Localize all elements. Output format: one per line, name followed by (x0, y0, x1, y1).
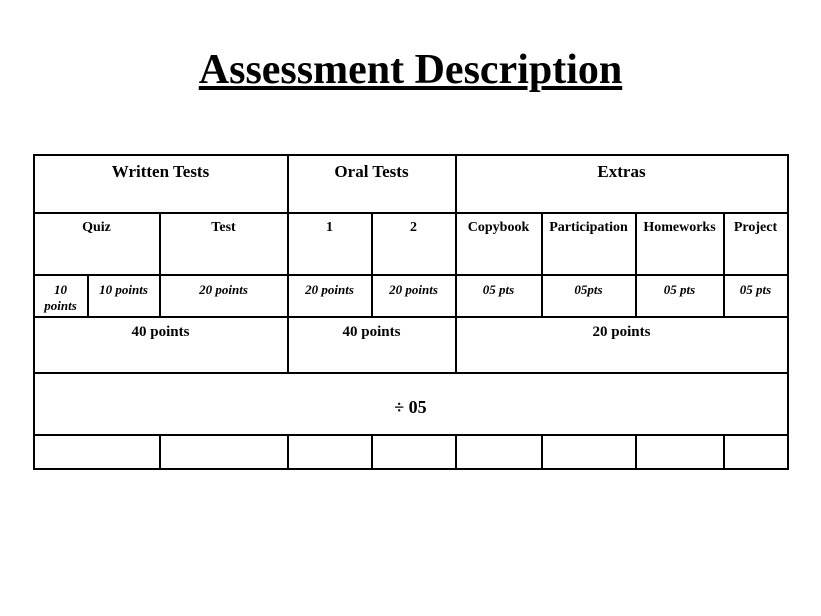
blank-cell (160, 435, 288, 469)
header-extras: Extras (456, 155, 788, 213)
sub-oral1: 1 (288, 213, 372, 275)
pts-oral2: 20 points (372, 275, 456, 317)
table-row: 10 points 10 points 20 points 20 points … (34, 275, 788, 317)
sub-project: Project (724, 213, 788, 275)
assessment-table: Written Tests Oral Tests Extras Quiz Tes… (33, 154, 789, 470)
sub-copybook: Copybook (456, 213, 542, 275)
pts-quiz-a: 10 points (34, 275, 88, 317)
pts-quiz-b: 10 points (88, 275, 160, 317)
pts-homeworks: 05 pts (636, 275, 724, 317)
total-extras: 20 points (456, 317, 788, 373)
sub-homeworks: Homeworks (636, 213, 724, 275)
blank-cell (34, 435, 160, 469)
pts-oral1: 20 points (288, 275, 372, 317)
blank-cell (636, 435, 724, 469)
sub-test: Test (160, 213, 288, 275)
blank-cell (372, 435, 456, 469)
pts-test: 20 points (160, 275, 288, 317)
pts-project: 05 pts (724, 275, 788, 317)
total-oral: 40 points (288, 317, 456, 373)
page-title: Assessment Description (0, 46, 821, 94)
sub-participation: Participation (542, 213, 636, 275)
table-row: 40 points 40 points 20 points (34, 317, 788, 373)
sub-oral2: 2 (372, 213, 456, 275)
table-row: Written Tests Oral Tests Extras (34, 155, 788, 213)
table-row (34, 435, 788, 469)
blank-cell (456, 435, 542, 469)
pts-copybook: 05 pts (456, 275, 542, 317)
blank-cell (724, 435, 788, 469)
blank-cell (542, 435, 636, 469)
divider-cell: ÷ 05 (34, 373, 788, 435)
table-row: Quiz Test 1 2 Copybook Participation Hom… (34, 213, 788, 275)
pts-participation: 05pts (542, 275, 636, 317)
header-written: Written Tests (34, 155, 288, 213)
total-written: 40 points (34, 317, 288, 373)
blank-cell (288, 435, 372, 469)
header-oral: Oral Tests (288, 155, 456, 213)
sub-quiz: Quiz (34, 213, 160, 275)
table-row: ÷ 05 (34, 373, 788, 435)
